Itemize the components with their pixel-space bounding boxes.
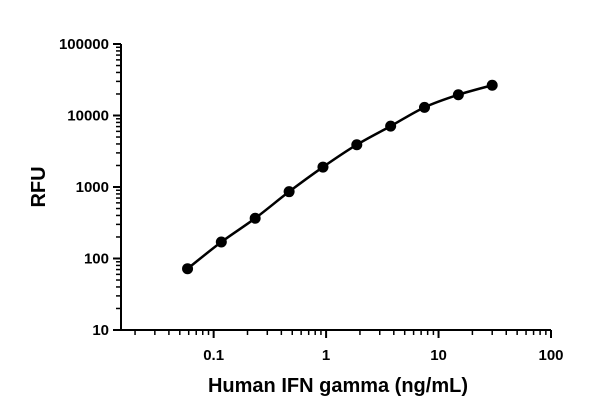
data-point — [351, 139, 363, 151]
y-tick-label: 1000 — [76, 179, 109, 196]
y-axis-title: RFU — [28, 166, 50, 207]
fit-curve — [186, 84, 493, 270]
data-point — [215, 236, 227, 248]
x-ticks — [134, 330, 552, 338]
x-tick-label: 100 — [538, 347, 563, 364]
x-tick-label: 0.1 — [203, 347, 224, 364]
data-point — [317, 161, 329, 173]
y-tick-label: 10 — [92, 322, 109, 339]
x-axis-title: Human IFN gamma (ng/mL) — [208, 375, 468, 397]
data-point — [283, 186, 295, 198]
x-tick-label: 1 — [322, 347, 330, 364]
data-point — [249, 212, 261, 224]
data-points — [182, 79, 498, 275]
y-tick-labels: 10 100 1000 10000 100000 — [59, 36, 109, 339]
y-tick-label: 100000 — [59, 36, 109, 53]
data-point — [452, 89, 464, 101]
x-tick-label: 10 — [430, 347, 447, 364]
y-tick-label: 10000 — [67, 108, 109, 125]
x-tick-labels: 0.1 1 10 100 — [203, 347, 563, 364]
data-point — [385, 120, 397, 132]
y-ticks — [113, 43, 121, 331]
data-point — [419, 101, 431, 113]
y-tick-label: 100 — [84, 251, 109, 268]
data-point — [486, 79, 498, 91]
data-point — [182, 263, 194, 275]
